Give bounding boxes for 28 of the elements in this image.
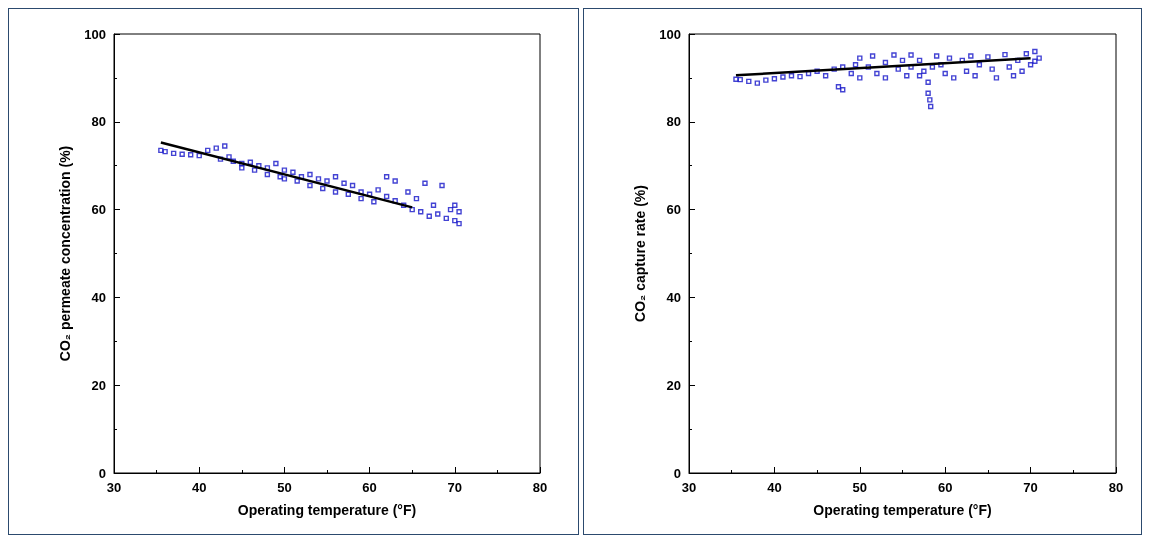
y-axis-title: CO₂ capture rate (%) [632, 185, 648, 322]
x-tick-label: 30 [681, 480, 697, 495]
y-tick-label: 40 [91, 289, 106, 305]
y-tick-label: 0 [673, 465, 681, 481]
y-tick-label: 20 [91, 377, 106, 393]
x-axis-title: Operating temperature (°F) [813, 502, 992, 518]
x-axis-title: Operating temperature (°F) [237, 502, 417, 518]
y-tick-label: 60 [666, 202, 681, 218]
y-tick-label: 60 [91, 202, 106, 218]
x-tick-label: 60 [362, 480, 377, 495]
y-tick-label: 20 [666, 377, 681, 393]
x-tick-label: 80 [1108, 480, 1124, 495]
y-tick-label: 40 [666, 289, 681, 305]
x-tick-label: 40 [191, 480, 207, 495]
x-tick-label: 60 [937, 480, 953, 495]
y-tick-label: 80 [666, 114, 681, 130]
x-tick-label: 40 [767, 480, 782, 495]
x-tick-label: 80 [532, 480, 548, 495]
y-tick-label: 100 [84, 26, 106, 42]
y-tick-label: 80 [91, 114, 106, 130]
x-tick-label: 50 [852, 480, 868, 495]
y-tick-label: 0 [98, 465, 106, 481]
x-tick-label: 50 [277, 480, 292, 495]
x-tick-label: 70 [447, 480, 463, 495]
y-axis-title: CO₂ permeate concentration (%) [57, 145, 73, 362]
x-tick-label: 70 [1023, 480, 1038, 495]
x-tick-label: 30 [106, 480, 122, 495]
y-tick-label: 100 [659, 26, 681, 42]
